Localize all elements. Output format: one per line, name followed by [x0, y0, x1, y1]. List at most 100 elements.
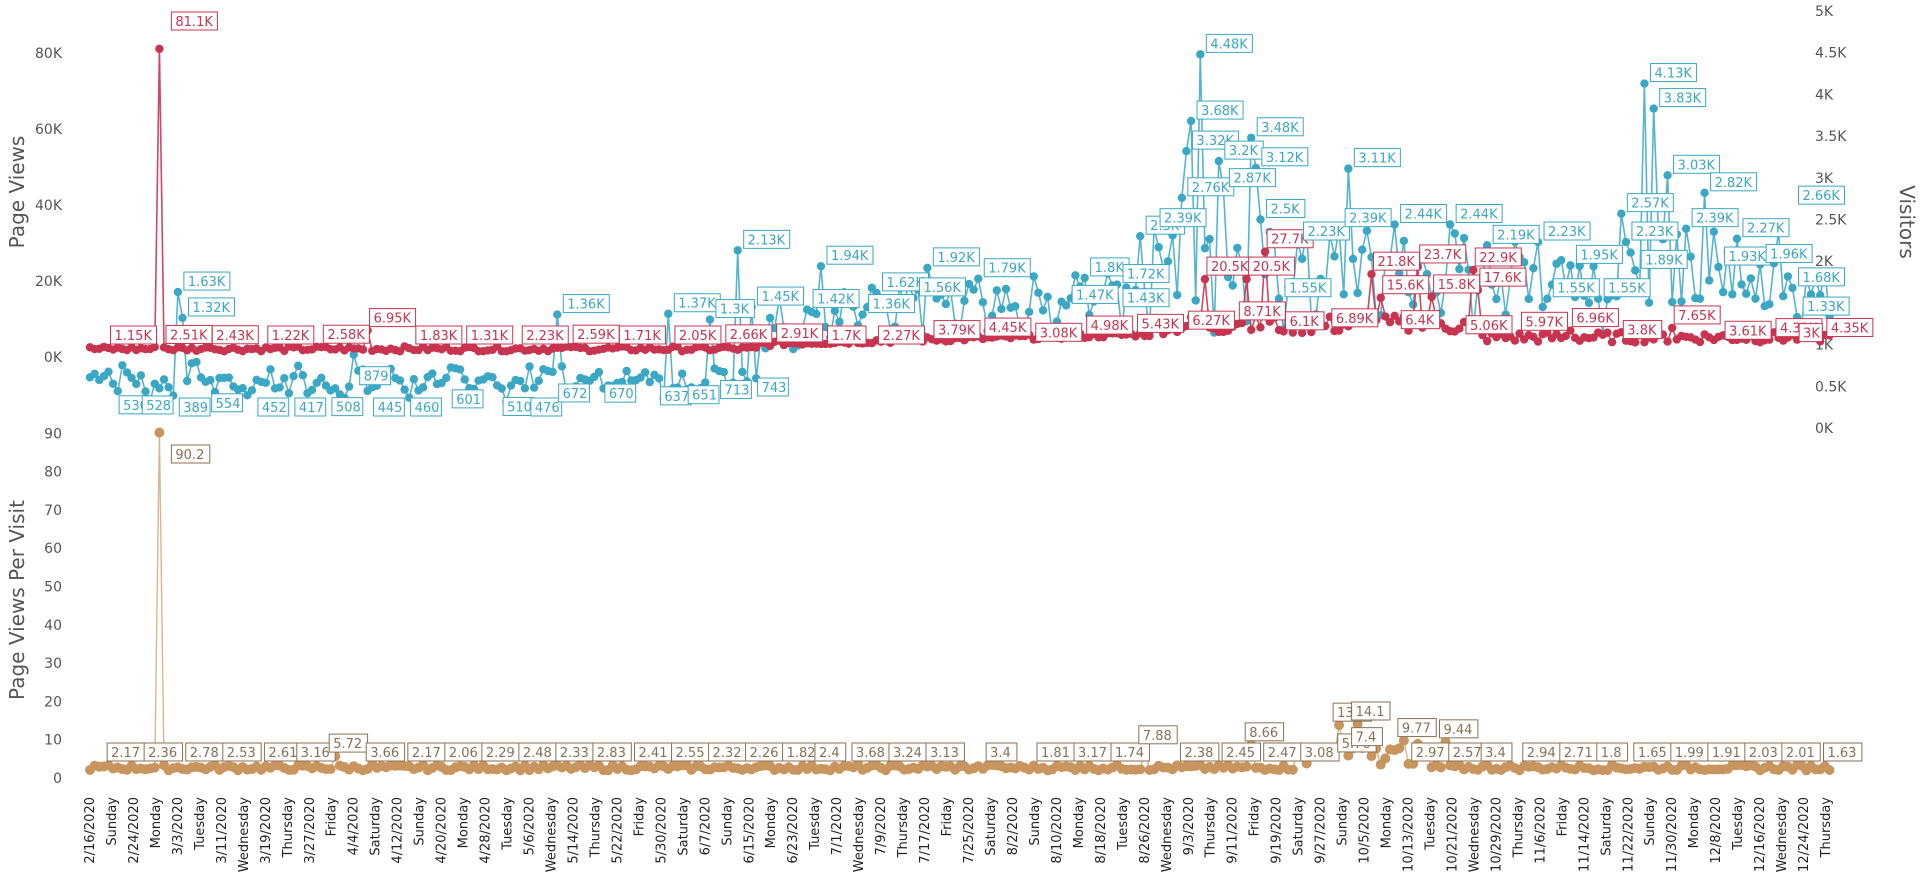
page-views-data-label-text: 5.97K [1526, 315, 1564, 330]
bottom-axis-tick-label: 20 [44, 694, 62, 710]
page-views-data-label-text: 81.1K [175, 15, 213, 30]
x-weekday-tick-label: Monday [1380, 797, 1395, 849]
x-weekday-tick-label: Sunday [105, 797, 120, 846]
page-views-data-label-text: 1.15K [115, 329, 153, 344]
page-views-point [1515, 329, 1524, 338]
page-views-point [1566, 326, 1575, 335]
visitors-point [1390, 220, 1399, 229]
page-views-data-label: 15.8K [1433, 274, 1481, 294]
visitors-point [1233, 243, 1242, 253]
visitors-data-label-box [257, 397, 290, 417]
pages-per-visit-data-label-text: 1.81 [1041, 746, 1070, 761]
visitors-point [460, 375, 469, 384]
page-views-data-label-box [877, 325, 925, 345]
visitors-point [1186, 116, 1196, 126]
visitors-data-label: 1.36K [868, 294, 916, 314]
visitors-point [1459, 233, 1469, 243]
page-views-data-label-box [984, 317, 1032, 337]
visitors-data-label-text: 651 [692, 389, 717, 404]
right-axis-tick-label: 0K [1815, 421, 1834, 437]
page-views-data-label-text: 8.71K [1243, 305, 1281, 320]
visitors-data-label-text: 3.68K [1201, 104, 1239, 119]
pages-per-visit-point [154, 427, 165, 438]
visitors-point [1663, 171, 1672, 180]
visitors-point [858, 310, 867, 319]
page-views-data-label: 2.66K [725, 324, 773, 344]
visitors-data-label-box [687, 385, 720, 405]
x-date-tick-label: 3/11/2020 [215, 797, 230, 864]
visitors-data-label-text: 4.48K [1210, 37, 1248, 52]
visitors-data-label-box [183, 271, 231, 291]
visitors-point [1714, 262, 1723, 272]
page-views-data-label: 2.23K [521, 325, 569, 345]
pages-per-visit-data-label: 7.88 [1138, 725, 1178, 745]
x-date-tick-label: 6/15/2020 [742, 797, 757, 864]
visitors-point [1228, 281, 1237, 290]
visitors-data-label-box [373, 397, 405, 417]
visitors-data-label: 1.56K [918, 277, 966, 297]
visitors-data-label-text: 2.39K [1164, 212, 1202, 227]
page-views-data-label-box [466, 325, 514, 345]
visitors-data-label: 3.12K [1261, 147, 1309, 167]
visitors-data-label-text: 1.63K [188, 275, 226, 290]
page-views-data-label: 23.7K [1419, 244, 1467, 264]
page-views-point [1247, 325, 1256, 335]
visitors-data-label-text: 1.47K [1076, 288, 1114, 303]
page-views-data-label-box [933, 320, 981, 340]
visitors-data-label-text: 2.82K [1715, 176, 1753, 191]
visitors-point [266, 365, 275, 374]
page-views-data-label-box [674, 325, 722, 345]
visitors-data-label-text: 3.11K [1358, 152, 1396, 167]
page-views-data-label-box [1137, 313, 1185, 333]
x-date-tick-label: 7/9/2020 [874, 797, 889, 855]
right-axis-tick-label: 2.5K [1815, 213, 1847, 229]
page-views-data-label: 3.8K [1622, 320, 1663, 340]
page-views-point [1482, 336, 1492, 346]
bottom-axis-tick-label: 80 [44, 465, 62, 481]
visitors-point [90, 369, 99, 379]
page-views-data-label: 4.35K [1826, 317, 1874, 337]
page-views-data-label: 6.89K [1331, 308, 1379, 328]
visitors-point [178, 313, 187, 323]
visitors-data-label-text: 1.72K [1127, 268, 1165, 283]
pages-per-visit-data-label: 2.45 [1221, 742, 1261, 762]
page-views-data-label-box [1798, 323, 1823, 343]
x-weekday-tick-label: Wednesday [852, 797, 867, 873]
page-views-data-label-box [1382, 275, 1430, 295]
page-views-data-label-box [1248, 256, 1296, 276]
visitors-point [1080, 273, 1089, 283]
x-weekday-tick-label: Wednesday [1467, 797, 1482, 873]
visitors-point [978, 298, 988, 307]
right-axis-tick-label: 4.5K [1815, 46, 1847, 62]
page-views-data-label: 27.7K [1266, 229, 1314, 249]
visitors-point [289, 371, 298, 381]
visitors-point [238, 383, 247, 393]
pages-per-visit-data-label: 5.72 [328, 733, 369, 753]
visitors-data-label: 528 [141, 395, 174, 415]
visitors-data-label-text: 508 [336, 401, 361, 416]
visitors-point [923, 263, 932, 273]
visitors-data-label-text: 3.2K [1229, 144, 1259, 159]
x-date-tick-label: 10/29/2020 [1489, 797, 1504, 872]
visitors-data-label-text: 1.3K [720, 303, 750, 318]
page-views-data-label-box [1419, 244, 1467, 264]
pages-per-visit-data-label-text: 2.06 [449, 746, 478, 761]
visitors-point [1709, 227, 1719, 236]
visitors-data-label-box [1122, 288, 1170, 308]
visitors-data-label-text: 672 [563, 387, 588, 402]
left-axis-tick-label: 80K [35, 46, 63, 62]
visitors-point [113, 386, 122, 396]
visitors-point [418, 383, 428, 392]
page-views-data-label: 15.6K [1382, 275, 1430, 295]
page-views-data-label-box [1474, 247, 1522, 267]
visitors-data-label-text: 1.36K [873, 298, 911, 313]
visitors-point [159, 375, 169, 384]
visitors-point [155, 384, 164, 393]
pages-per-visit-data-label-text: 2.61 [268, 746, 297, 761]
visitors-point [1172, 290, 1182, 300]
left-axis-tick-label: 60K [35, 122, 63, 138]
x-weekday-tick-label: Tuesday [193, 797, 208, 851]
x-weekday-tick-label: Thursday [1819, 797, 1834, 859]
visitors-point [1543, 294, 1552, 303]
visitors-point [738, 367, 747, 377]
